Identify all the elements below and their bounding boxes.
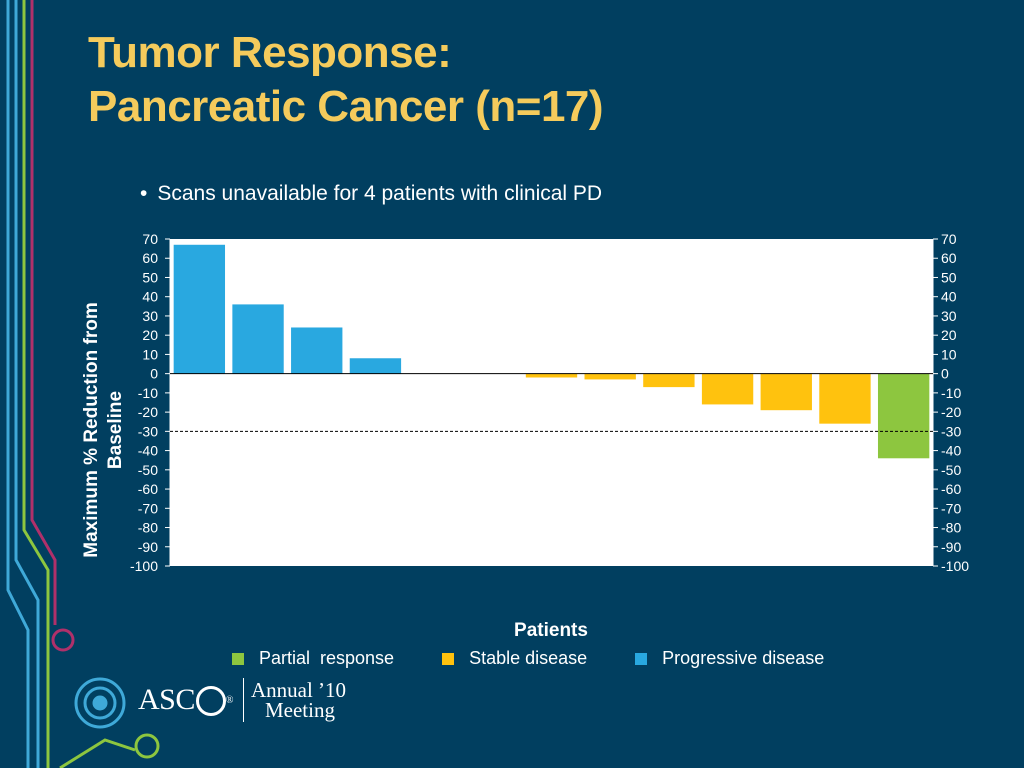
annual-text: Annual ’10 [250, 678, 347, 702]
left-tick-label: -90 [138, 539, 158, 555]
bar-patient-8 [584, 373, 636, 380]
bar-patient-2 [232, 304, 284, 374]
left-tick-label: 10 [142, 346, 158, 362]
bar-patient-3 [291, 327, 343, 374]
decoration-node-green [134, 733, 160, 759]
left-tick-label: -80 [138, 520, 158, 536]
bullet-point: • Scans unavailable for 4 patients with c… [140, 182, 602, 206]
registered-mark: ® [225, 694, 234, 706]
right-tick-label: -80 [941, 520, 961, 536]
left-tick-label: -20 [138, 404, 158, 420]
decoration-target-outer [74, 677, 126, 729]
right-tick-label: 60 [941, 250, 957, 266]
plot-area [170, 239, 933, 566]
legend-label-partial-response: Partial response [259, 648, 395, 668]
asco-swirl-icon [195, 686, 226, 716]
legend-item-partial-response: Partial response [232, 648, 394, 669]
legend-label-stable-disease: Stable disease [469, 648, 588, 668]
right-tick-label: -30 [941, 423, 961, 439]
left-tick-label: -70 [138, 500, 158, 516]
decoration-node-magenta [51, 628, 75, 652]
legend-label-progressive-disease: Progressive disease [662, 648, 825, 668]
decoration-line-green [22, 0, 50, 768]
left-tick-label: -30 [138, 423, 158, 439]
bar-patient-1 [173, 244, 226, 374]
bullet-text: Scans unavailable for 4 patients with cl… [157, 182, 603, 205]
slide-title: Tumor Response: Pancreatic Cancer (n=17) [88, 26, 604, 134]
left-tick-label: 50 [142, 269, 158, 285]
right-tick-label: -10 [941, 385, 961, 401]
decoration-target-mid [83, 686, 117, 720]
left-tick-label: 60 [142, 250, 158, 266]
legend-item-progressive-disease: Progressive disease [635, 648, 824, 669]
y-axis-label: Maximum % Reduction from Baseline [81, 302, 126, 558]
logo-divider [242, 678, 244, 722]
right-tick-label: 40 [941, 289, 957, 305]
right-tick-label: -20 [941, 404, 961, 420]
right-tick-label: -70 [941, 500, 961, 516]
annual-meeting-text: Annual ’10 Meeting [250, 678, 347, 722]
left-tick-label: 40 [142, 289, 158, 305]
left-tick-label: -10 [138, 385, 158, 401]
legend-swatch-partial-response [232, 652, 244, 665]
right-tick-label: 30 [941, 308, 957, 324]
left-tick-label: 30 [142, 308, 158, 324]
meeting-text: Meeting [264, 698, 335, 722]
bar-patient-7 [525, 373, 578, 378]
bar-patient-9 [643, 373, 695, 388]
title-line-2: Pancreatic Cancer (n=17) [88, 82, 604, 131]
decoration-line-bottom-green [59, 738, 136, 768]
asco-wordmark: ASC ® [138, 683, 233, 717]
chart-legend: Partial response Stable disease Progress… [232, 648, 824, 669]
right-tick-label: 0 [941, 366, 949, 382]
bullet-marker: • [140, 182, 148, 205]
left-tick-label: -50 [138, 462, 158, 478]
bar-patient-4 [349, 358, 402, 374]
right-tick-label: 20 [941, 327, 957, 343]
x-axis-label: Patients [514, 620, 588, 641]
right-tick-label: -50 [941, 462, 961, 478]
right-tick-label: -90 [941, 539, 961, 555]
right-tick-label: -100 [941, 558, 969, 574]
left-tick-label: -100 [130, 558, 158, 574]
left-tick-label: -60 [138, 481, 158, 497]
left-tick-label: 0 [150, 366, 158, 382]
left-tick-label: -40 [138, 443, 158, 459]
right-tick-label: 10 [941, 346, 957, 362]
right-tick-label: 70 [941, 231, 957, 247]
legend-swatch-progressive-disease [635, 652, 648, 665]
decoration-target-inner [92, 695, 108, 711]
decoration-line-blue-2 [14, 0, 40, 768]
left-tick-label: 20 [142, 327, 158, 343]
bar-patient-13 [877, 373, 930, 459]
bar-patient-12 [819, 373, 871, 424]
legend-item-stable-disease: Stable disease [442, 648, 587, 669]
asco-annual-meeting-logo: ASC ® Annual ’10 Meeting [138, 678, 346, 722]
decoration-line-magenta [30, 0, 57, 625]
legend-swatch-stable-disease [442, 652, 455, 665]
title-line-1: Tumor Response: [88, 28, 452, 77]
bar-patient-11 [760, 373, 812, 411]
right-tick-label: 50 [941, 269, 957, 285]
asco-text: ASC [138, 683, 195, 716]
bar-patient-10 [701, 373, 754, 405]
right-tick-label: -60 [941, 481, 961, 497]
decoration-line-blue-1 [6, 0, 30, 768]
left-tick-label: 70 [142, 231, 158, 247]
right-tick-label: -40 [941, 443, 961, 459]
